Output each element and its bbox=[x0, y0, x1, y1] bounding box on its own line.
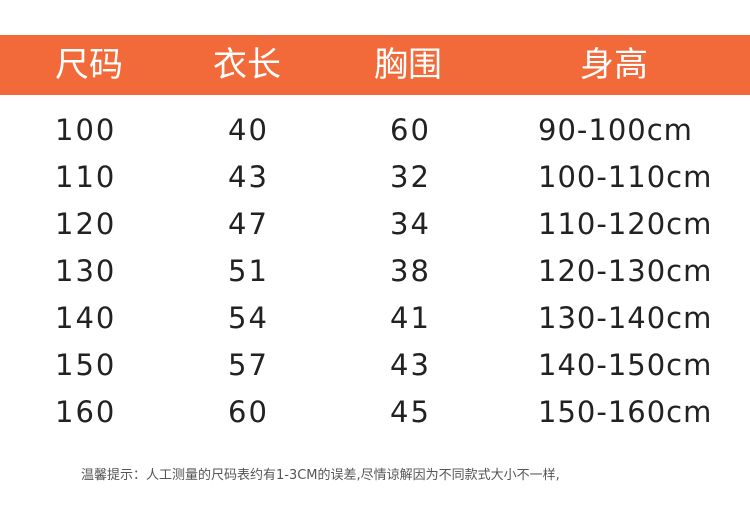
cell-chest: 32 bbox=[390, 160, 431, 194]
cell-length: 43 bbox=[228, 160, 269, 194]
cell-size: 130 bbox=[55, 254, 117, 288]
table-row: 110 43 32 100-110cm bbox=[0, 154, 750, 201]
cell-chest: 60 bbox=[390, 113, 431, 147]
cell-chest: 45 bbox=[390, 395, 431, 429]
cell-size: 110 bbox=[55, 160, 117, 194]
table-row: 130 51 38 120-130cm bbox=[0, 248, 750, 295]
cell-chest: 38 bbox=[390, 254, 431, 288]
cell-chest: 34 bbox=[390, 207, 431, 241]
cell-size: 150 bbox=[55, 348, 117, 382]
cell-size: 120 bbox=[55, 207, 117, 241]
table-row: 140 54 41 130-140cm bbox=[0, 295, 750, 342]
header-size: 尺码 bbox=[55, 45, 123, 85]
cell-height: 100-110cm bbox=[538, 160, 713, 194]
cell-chest: 43 bbox=[390, 348, 431, 382]
table-row: 100 40 60 90-100cm bbox=[0, 107, 750, 154]
footnote: 温馨提示：人工测量的尺码表约有1-3CM的误差,尽情谅解因为不同款式大小不一样, bbox=[81, 468, 560, 483]
cell-height: 130-140cm bbox=[538, 301, 713, 335]
cell-size: 100 bbox=[55, 113, 117, 147]
table-row: 150 57 43 140-150cm bbox=[0, 342, 750, 389]
cell-height: 90-100cm bbox=[538, 113, 693, 147]
cell-height: 120-130cm bbox=[538, 254, 713, 288]
cell-height: 150-160cm bbox=[538, 395, 713, 429]
cell-size: 160 bbox=[55, 395, 117, 429]
table-row: 160 60 45 150-160cm bbox=[0, 389, 750, 436]
cell-size: 140 bbox=[55, 301, 117, 335]
cell-height: 110-120cm bbox=[538, 207, 713, 241]
header-height: 身高 bbox=[580, 45, 648, 85]
cell-length: 51 bbox=[228, 254, 269, 288]
cell-height: 140-150cm bbox=[538, 348, 713, 382]
cell-length: 54 bbox=[228, 301, 269, 335]
header-length: 衣长 bbox=[213, 45, 281, 85]
cell-length: 47 bbox=[228, 207, 269, 241]
table-row: 120 47 34 110-120cm bbox=[0, 201, 750, 248]
cell-length: 40 bbox=[228, 113, 269, 147]
cell-chest: 41 bbox=[390, 301, 431, 335]
header-chest: 胸围 bbox=[374, 45, 442, 85]
table-header: 尺码 衣长 胸围 身高 bbox=[0, 35, 750, 95]
cell-length: 57 bbox=[228, 348, 269, 382]
cell-length: 60 bbox=[228, 395, 269, 429]
